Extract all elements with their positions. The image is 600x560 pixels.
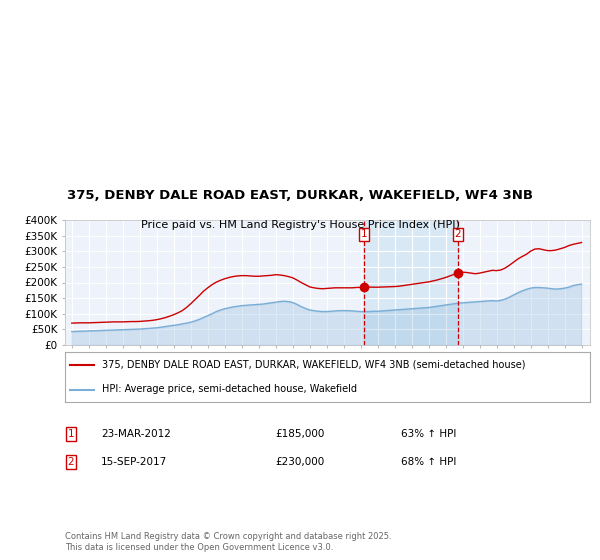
Text: 1: 1 [68, 429, 74, 439]
Text: £185,000: £185,000 [275, 429, 325, 439]
Text: Contains HM Land Registry data © Crown copyright and database right 2025.
This d: Contains HM Land Registry data © Crown c… [65, 533, 392, 552]
Text: 375, DENBY DALE ROAD EAST, DURKAR, WAKEFIELD, WF4 3NB: 375, DENBY DALE ROAD EAST, DURKAR, WAKEF… [67, 189, 533, 202]
Text: 68% ↑ HPI: 68% ↑ HPI [401, 457, 457, 467]
Text: £230,000: £230,000 [275, 457, 324, 467]
Text: 2: 2 [68, 457, 74, 467]
Text: Price paid vs. HM Land Registry's House Price Index (HPI): Price paid vs. HM Land Registry's House … [140, 220, 460, 230]
Text: 23-MAR-2012: 23-MAR-2012 [101, 429, 171, 439]
Bar [364, 220, 458, 345]
Text: 63% ↑ HPI: 63% ↑ HPI [401, 429, 457, 439]
Text: HPI: Average price, semi-detached house, Wakefield: HPI: Average price, semi-detached house,… [102, 385, 357, 394]
Text: 2: 2 [454, 229, 461, 239]
Text: 1: 1 [361, 229, 368, 239]
Text: 15-SEP-2017: 15-SEP-2017 [101, 457, 167, 467]
Text: 375, DENBY DALE ROAD EAST, DURKAR, WAKEFIELD, WF4 3NB (semi-detached house): 375, DENBY DALE ROAD EAST, DURKAR, WAKEF… [102, 360, 525, 370]
